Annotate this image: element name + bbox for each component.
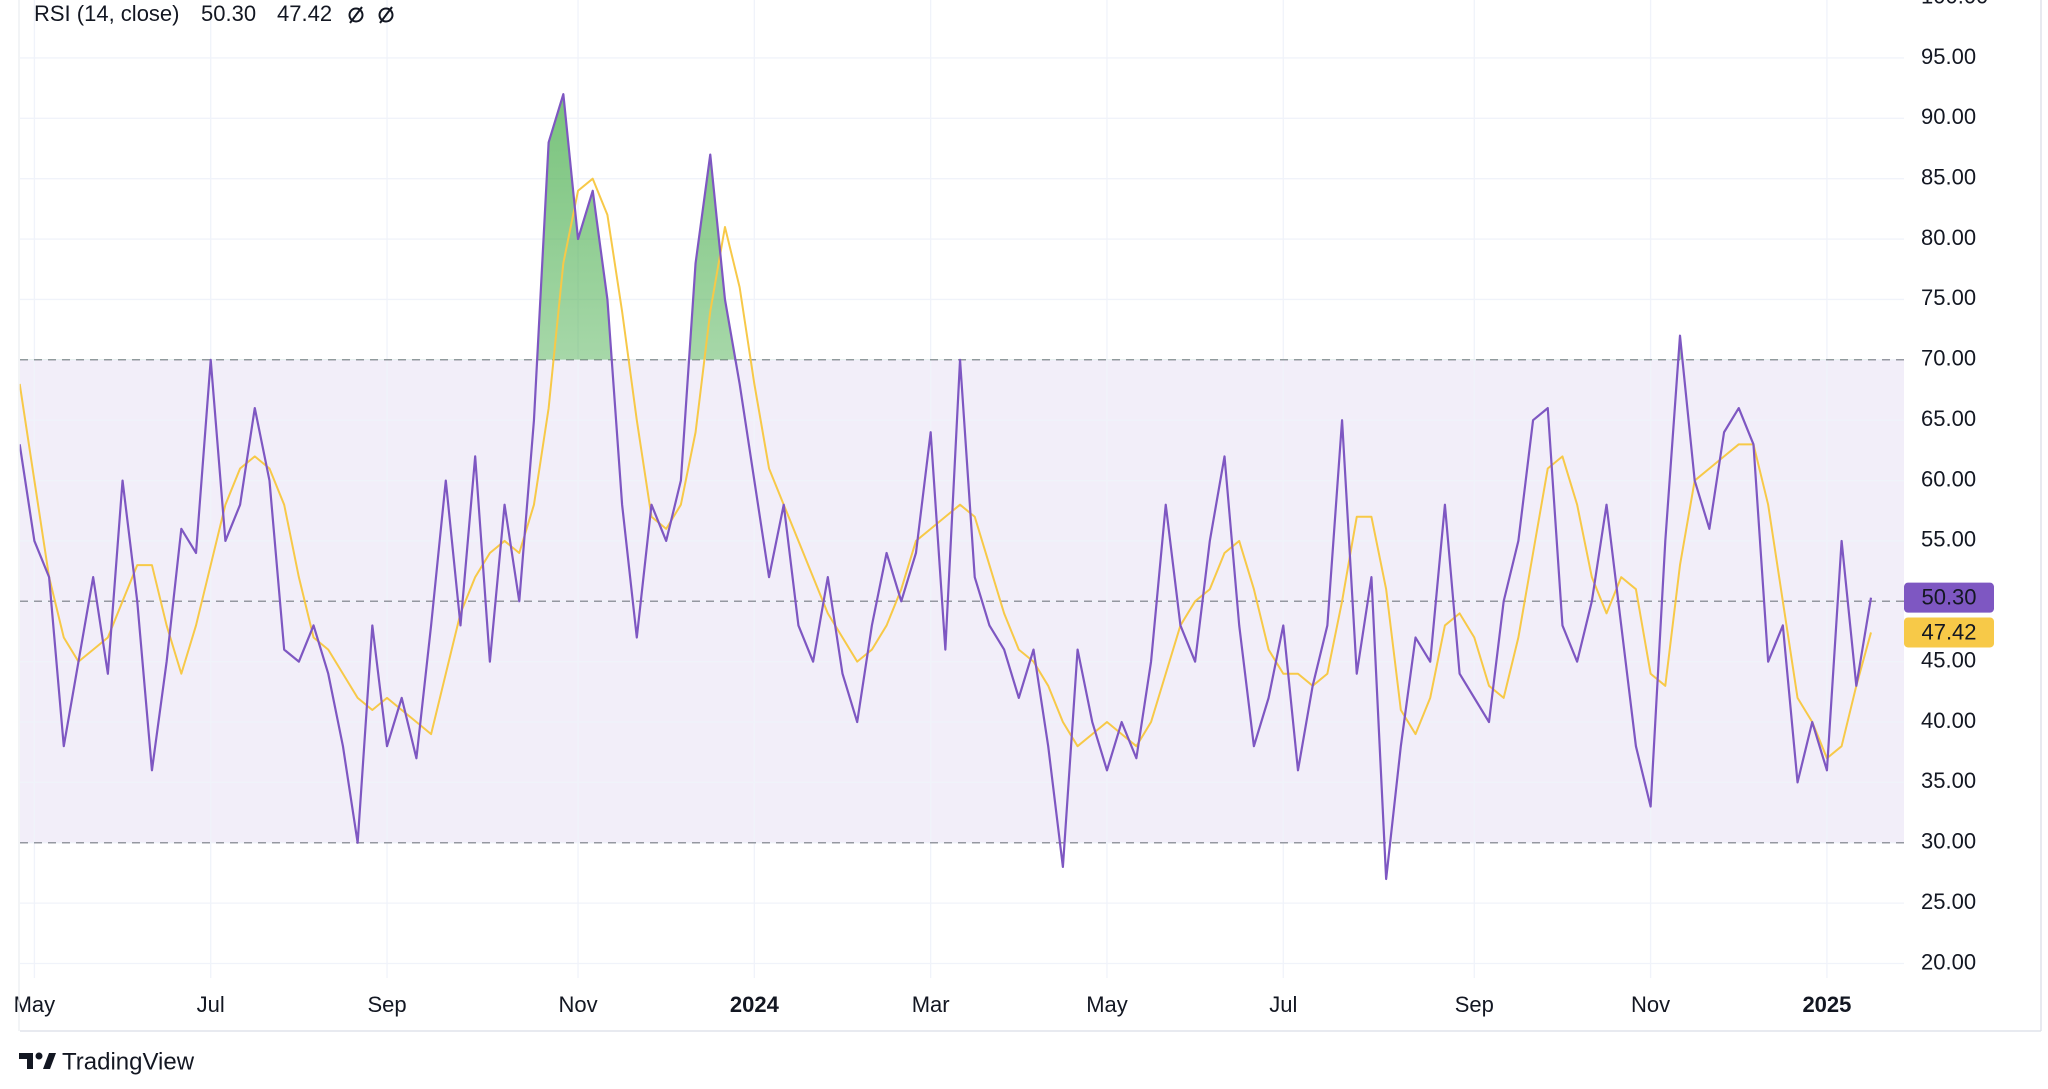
y-tick-label: 80.00 xyxy=(1921,225,1976,250)
x-tick-label: Sep xyxy=(367,992,406,1017)
hidden-icon[interactable] xyxy=(348,6,394,24)
x-tick-label: 2024 xyxy=(730,992,780,1017)
indicator-title: RSI (14, close) xyxy=(34,1,180,26)
x-tick-label: 2025 xyxy=(1802,992,1851,1017)
brand-name: TradingView xyxy=(62,1048,195,1075)
x-tick-label: Sep xyxy=(1455,992,1494,1017)
y-tick-label: 30.00 xyxy=(1921,829,1976,854)
y-tick-label: 55.00 xyxy=(1921,527,1976,552)
last-value-badge xyxy=(1904,617,1994,648)
y-tick-label: 65.00 xyxy=(1921,406,1976,431)
y-tick-label: 25.00 xyxy=(1921,889,1976,914)
last-value-label: 47.42 xyxy=(1921,619,1976,644)
y-tick-label: 90.00 xyxy=(1921,104,1976,129)
last-value-badge xyxy=(1904,582,1994,613)
y-tick-label: 40.00 xyxy=(1921,708,1976,733)
data-layer xyxy=(18,93,1873,881)
brand-logo xyxy=(19,1052,56,1069)
y-tick-label: 70.00 xyxy=(1921,346,1976,371)
y-tick-label: 100.00 xyxy=(1921,0,1988,8)
background-layer xyxy=(20,0,1904,978)
x-tick-label: Jul xyxy=(197,992,225,1017)
y-tick-label: 95.00 xyxy=(1921,44,1976,69)
x-tick-label: Nov xyxy=(558,992,597,1017)
ma-last-value: 47.42 xyxy=(277,1,332,26)
x-tick-label: Jul xyxy=(1269,992,1297,1017)
rsi-line xyxy=(18,93,1873,881)
y-tick-label: 60.00 xyxy=(1921,466,1976,491)
rsi-last-value: 50.30 xyxy=(201,1,256,26)
x-tick-label: Nov xyxy=(1631,992,1670,1017)
label-layer: 20.0025.0030.0035.0040.0045.0050.0055.00… xyxy=(14,0,1994,1017)
y-tick-label: 20.00 xyxy=(1921,949,1976,974)
x-tick-label: May xyxy=(14,992,56,1017)
y-tick-label: 35.00 xyxy=(1921,768,1976,793)
y-tick-label: 85.00 xyxy=(1921,165,1976,190)
x-tick-label: Mar xyxy=(912,992,950,1017)
last-value-label: 50.30 xyxy=(1921,584,1976,609)
y-tick-label: 75.00 xyxy=(1921,285,1976,310)
rsi-ma-line xyxy=(18,177,1872,760)
y-tick-label: 45.00 xyxy=(1921,647,1976,672)
x-tick-label: May xyxy=(1086,992,1128,1017)
